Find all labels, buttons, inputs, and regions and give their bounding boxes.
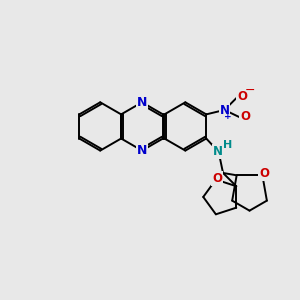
Text: N: N: [137, 144, 147, 157]
Text: O: O: [259, 167, 269, 180]
Text: N: N: [137, 96, 147, 109]
Text: N: N: [220, 104, 230, 117]
Text: H: H: [224, 140, 233, 150]
Text: O: O: [240, 110, 250, 123]
Text: +: +: [224, 112, 232, 121]
Text: O: O: [237, 90, 247, 103]
Text: O: O: [212, 172, 222, 184]
Text: N: N: [213, 145, 223, 158]
Text: −: −: [245, 84, 256, 97]
